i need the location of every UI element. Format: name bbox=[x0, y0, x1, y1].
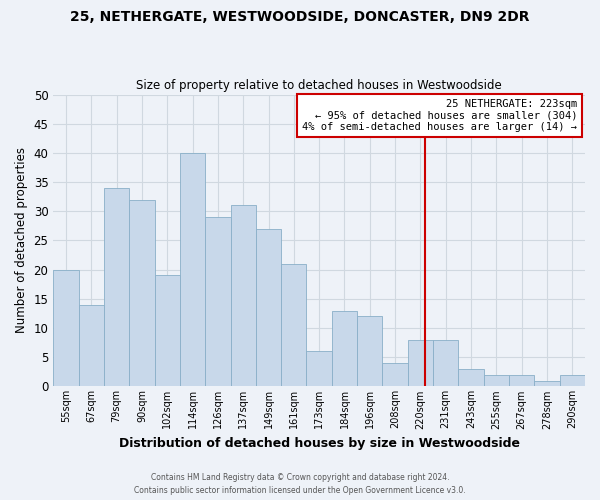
Bar bbox=[79, 304, 104, 386]
Text: 25 NETHERGATE: 223sqm
← 95% of detached houses are smaller (304)
4% of semi-deta: 25 NETHERGATE: 223sqm ← 95% of detached … bbox=[302, 99, 577, 132]
Bar bbox=[332, 310, 357, 386]
Bar bbox=[535, 380, 560, 386]
Bar bbox=[180, 153, 205, 386]
Bar bbox=[281, 264, 307, 386]
Bar bbox=[230, 206, 256, 386]
Text: Contains HM Land Registry data © Crown copyright and database right 2024.
Contai: Contains HM Land Registry data © Crown c… bbox=[134, 474, 466, 495]
Bar bbox=[307, 352, 332, 386]
Bar bbox=[205, 217, 230, 386]
Bar bbox=[129, 200, 155, 386]
Bar bbox=[256, 229, 281, 386]
Title: Size of property relative to detached houses in Westwoodside: Size of property relative to detached ho… bbox=[136, 79, 502, 92]
Bar bbox=[53, 270, 79, 386]
Y-axis label: Number of detached properties: Number of detached properties bbox=[15, 148, 28, 334]
Bar bbox=[433, 340, 458, 386]
X-axis label: Distribution of detached houses by size in Westwoodside: Distribution of detached houses by size … bbox=[119, 437, 520, 450]
Bar bbox=[357, 316, 382, 386]
Bar bbox=[104, 188, 129, 386]
Bar bbox=[155, 276, 180, 386]
Bar bbox=[560, 374, 585, 386]
Bar bbox=[458, 369, 484, 386]
Bar bbox=[408, 340, 433, 386]
Text: 25, NETHERGATE, WESTWOODSIDE, DONCASTER, DN9 2DR: 25, NETHERGATE, WESTWOODSIDE, DONCASTER,… bbox=[70, 10, 530, 24]
Bar bbox=[382, 363, 408, 386]
Bar bbox=[484, 374, 509, 386]
Bar bbox=[509, 374, 535, 386]
